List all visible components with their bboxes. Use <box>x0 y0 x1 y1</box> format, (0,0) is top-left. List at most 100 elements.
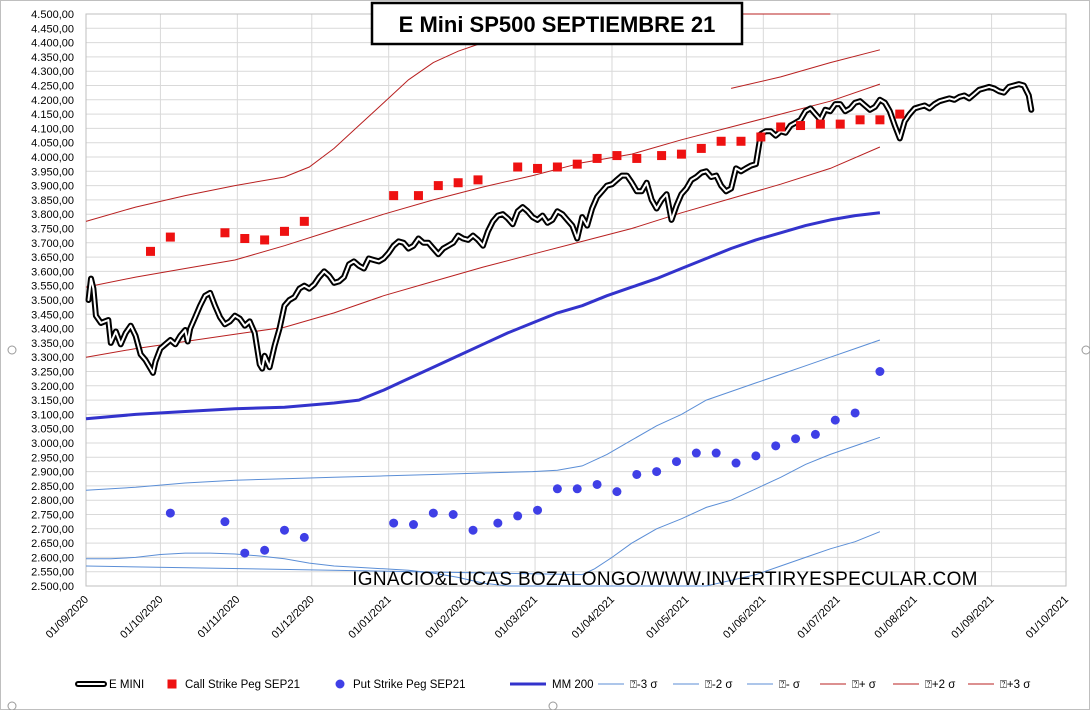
y-tick-label: 2.950,00 <box>31 452 74 464</box>
put-strike-marker <box>468 525 478 535</box>
y-tick-label: 4.400,00 <box>31 38 74 50</box>
call-strike-marker <box>220 228 230 238</box>
legend-item-mm-200: MM 200 <box>510 679 594 691</box>
call-strike-marker <box>473 175 483 185</box>
y-tick-label: 2.900,00 <box>31 467 74 479</box>
y-tick-label: 3.200,00 <box>31 381 74 393</box>
put-strike-marker <box>513 511 523 521</box>
legend-item-e-mini: E MINI <box>75 679 144 691</box>
call-strike-marker <box>572 159 582 169</box>
y-tick-label: 3.950,00 <box>31 166 74 178</box>
y-tick-label: 3.350,00 <box>31 338 74 350</box>
call-strike-marker <box>696 143 706 153</box>
call-strike-marker <box>533 163 543 173</box>
call-strike-marker <box>240 234 250 244</box>
put-strike-marker <box>771 441 781 451</box>
put-strike-marker <box>791 434 801 444</box>
call-strike-marker <box>776 122 786 132</box>
put-strike-marker <box>652 467 662 477</box>
put-strike-marker <box>810 429 820 439</box>
y-tick-label: 4.050,00 <box>31 138 74 150</box>
legend-label: MM 200 <box>552 679 594 691</box>
put-strike-marker <box>830 415 840 425</box>
put-strike-marker <box>632 469 642 479</box>
legend-item-call-strike-peg-sep21: Call Strike Peg SEP21 <box>167 679 300 691</box>
legend-label: ⍰+2 σ <box>925 679 955 691</box>
y-tick-label: 4.250,00 <box>31 81 74 93</box>
put-strike-marker <box>493 518 503 528</box>
legend: E MINI Call Strike Peg SEP21 Put Strike Pe… <box>75 679 1030 691</box>
put-strike-marker <box>408 520 418 530</box>
put-strike-marker <box>533 505 543 515</box>
legend-label: ⍰+3 σ <box>1000 679 1030 691</box>
chart-title: E Mini SP500 SEPTIEMBRE 21 <box>399 12 716 37</box>
y-tick-label: 3.700,00 <box>31 238 74 250</box>
y-tick-label: 4.450,00 <box>31 23 74 35</box>
put-strike-marker <box>279 525 289 535</box>
series--line <box>85 339 881 491</box>
legend-label: ⍰- σ <box>779 679 800 691</box>
call-strike-marker <box>552 162 562 172</box>
put-strike-marker <box>260 545 270 555</box>
grid <box>85 13 1067 587</box>
y-tick-label: 2.750,00 <box>31 510 74 522</box>
put-strike-marker <box>691 448 701 458</box>
legend-label: E MINI <box>109 679 144 691</box>
put-strike-marker <box>552 484 562 494</box>
y-tick-label: 3.650,00 <box>31 252 74 264</box>
call-strike-marker <box>796 121 806 131</box>
call-strike-marker <box>855 115 865 125</box>
call-strike-marker <box>612 151 622 161</box>
y-tick-label: 3.050,00 <box>31 424 74 436</box>
call-strike-marker <box>433 181 443 191</box>
call-strike-marker <box>513 162 523 172</box>
y-tick-label: 4.000,00 <box>31 152 74 164</box>
put-strike-marker <box>428 508 438 518</box>
y-tick-label: 2.700,00 <box>31 524 74 536</box>
y-tick-label: 3.550,00 <box>31 281 74 293</box>
y-tick-label: 3.000,00 <box>31 438 74 450</box>
call-strike-marker <box>146 246 156 256</box>
legend-label: Put Strike Peg SEP21 <box>353 679 466 691</box>
legend-item-plus3: ⍰+3 σ <box>968 679 1030 691</box>
call-strike-marker <box>389 191 399 201</box>
legend-item-3: ⍰-3 σ <box>598 679 657 691</box>
y-tick-label: 2.800,00 <box>31 495 74 507</box>
put-strike-marker <box>220 517 230 527</box>
put-strike-marker <box>850 408 860 418</box>
call-strike-marker <box>592 153 602 163</box>
call-strike-marker <box>165 232 175 242</box>
put-strike-marker <box>875 367 885 376</box>
y-tick-label: 3.300,00 <box>31 352 74 364</box>
y-tick-label: 4.100,00 <box>31 123 74 135</box>
y-tick-label: 3.600,00 <box>31 266 74 278</box>
call-strike-marker <box>835 119 845 129</box>
put-strike-marker <box>592 479 602 489</box>
call-strike-marker <box>756 132 766 142</box>
call-strike-marker <box>716 136 726 146</box>
put-strike-marker <box>240 548 250 558</box>
call-strike-marker <box>279 226 289 236</box>
call-strike-marker <box>895 109 905 119</box>
y-tick-label: 2.500,00 <box>31 581 74 593</box>
legend-item-: ⍰- σ <box>747 679 800 691</box>
legend-label: ⍰-2 σ <box>705 679 732 691</box>
y-tick-label: 3.250,00 <box>31 367 74 379</box>
y-tick-label: 2.650,00 <box>31 538 74 550</box>
y-tick-label: 3.500,00 <box>31 295 74 307</box>
series-mm-200-line <box>85 211 881 421</box>
series-2-line <box>85 436 881 576</box>
put-strike-marker <box>299 532 309 542</box>
legend-item-put-strike-peg-sep21: Put Strike Peg SEP21 <box>335 679 466 691</box>
legend-item-plus2: ⍰+2 σ <box>893 679 955 691</box>
legend-label: Call Strike Peg SEP21 <box>185 679 300 691</box>
legend-item-plus: ⍰+ σ <box>820 679 876 691</box>
y-tick-label: 2.600,00 <box>31 552 74 564</box>
put-strike-marker <box>731 458 741 468</box>
y-tick-label: 4.300,00 <box>31 66 74 78</box>
y-tick-label: 3.900,00 <box>31 181 74 193</box>
put-strike-marker <box>448 510 458 519</box>
call-strike-marker <box>413 191 423 201</box>
y-axis-ticks: 2.500,00 2.550,00 2.600,00 2.650,00 2.700,00… <box>31 9 74 593</box>
selection-handles <box>7 345 1090 710</box>
